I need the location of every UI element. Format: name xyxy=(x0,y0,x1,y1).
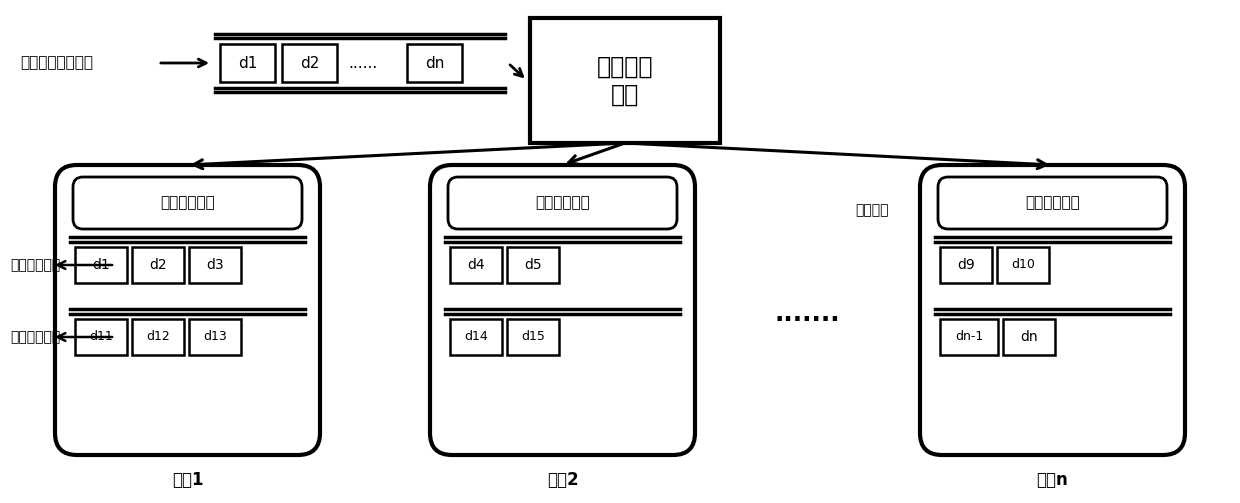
FancyBboxPatch shape xyxy=(920,165,1185,455)
Text: d11: d11 xyxy=(89,330,113,344)
Text: d1: d1 xyxy=(238,55,257,70)
Bar xyxy=(529,18,720,143)
FancyBboxPatch shape xyxy=(55,165,320,455)
Bar xyxy=(1003,319,1055,355)
Text: dn: dn xyxy=(425,55,444,70)
Bar xyxy=(74,247,126,283)
Text: d1: d1 xyxy=(92,258,110,272)
Text: 节点n: 节点n xyxy=(1037,471,1069,489)
Bar xyxy=(188,319,241,355)
Text: d3: d3 xyxy=(206,258,223,272)
Text: d4: d4 xyxy=(467,258,485,272)
Text: 节点调度模块: 节点调度模块 xyxy=(160,196,215,210)
Text: 数据缓存队列: 数据缓存队列 xyxy=(10,330,61,344)
Bar xyxy=(940,247,992,283)
Text: 节点调度模块: 节点调度模块 xyxy=(536,196,590,210)
Text: 数据分发: 数据分发 xyxy=(856,203,889,217)
Bar xyxy=(188,247,241,283)
Text: ......: ...... xyxy=(348,55,378,70)
Text: d12: d12 xyxy=(146,330,170,344)
Bar xyxy=(131,319,184,355)
Text: d14: d14 xyxy=(464,330,487,344)
Text: d15: d15 xyxy=(521,330,544,344)
Text: 当前处理队列: 当前处理队列 xyxy=(10,258,61,272)
FancyBboxPatch shape xyxy=(430,165,694,455)
Bar xyxy=(450,319,502,355)
Bar xyxy=(450,247,502,283)
Text: d9: d9 xyxy=(957,258,975,272)
Text: d10: d10 xyxy=(1011,259,1035,272)
Bar xyxy=(997,247,1049,283)
Text: d2: d2 xyxy=(300,55,319,70)
Text: 节点调度模块: 节点调度模块 xyxy=(1025,196,1080,210)
Bar xyxy=(940,319,998,355)
FancyBboxPatch shape xyxy=(937,177,1167,229)
Bar xyxy=(131,247,184,283)
Bar xyxy=(74,319,126,355)
Text: 全局调度
模块: 全局调度 模块 xyxy=(596,55,653,107)
Bar xyxy=(507,319,559,355)
FancyBboxPatch shape xyxy=(448,177,677,229)
Text: d5: d5 xyxy=(525,258,542,272)
Text: d2: d2 xyxy=(149,258,167,272)
Bar xyxy=(281,44,337,82)
Text: dn: dn xyxy=(1021,330,1038,344)
Text: 节点1: 节点1 xyxy=(172,471,203,489)
Bar xyxy=(507,247,559,283)
Bar xyxy=(219,44,275,82)
FancyBboxPatch shape xyxy=(73,177,303,229)
Bar xyxy=(407,44,463,82)
Text: dn-1: dn-1 xyxy=(955,330,983,344)
Text: d13: d13 xyxy=(203,330,227,344)
Text: 当前任务全部数据: 当前任务全部数据 xyxy=(20,55,93,70)
Text: 节点2: 节点2 xyxy=(547,471,578,489)
Text: ·······: ······· xyxy=(775,308,841,332)
